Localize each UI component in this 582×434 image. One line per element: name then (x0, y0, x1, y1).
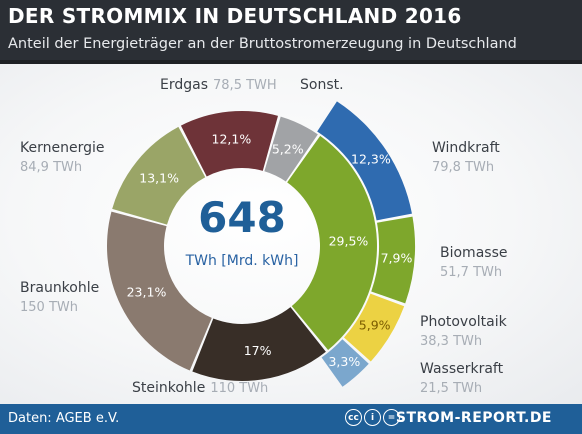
pct-label-photovoltaik: 5,9% (359, 318, 391, 333)
label-value-braunkohle: 150 TWh (20, 300, 78, 315)
pct-label-biomasse: 7,9% (381, 250, 413, 265)
label-photovoltaik: Photovoltaik 38,3 TWh (420, 314, 508, 349)
cc-icon: cc (345, 409, 362, 426)
chart-subtitle: Anteil der Energieträger an der Bruttost… (8, 36, 517, 52)
label-windkraft: Windkraft 79,8 TWh (432, 140, 500, 175)
pct-label-erdgas: 12,1% (212, 132, 252, 147)
pct-label-steinkohle: 17% (244, 343, 272, 358)
label-name-erdgas: Erdgas (160, 77, 208, 93)
header-bar: DER STROMMIX IN DEUTSCHLAND 2016 Anteil … (0, 0, 582, 60)
renewable-slice-photovoltaik (343, 293, 405, 362)
donut-slice-renewables (287, 135, 377, 350)
chart-title: DER STROMMIX IN DEUTSCHLAND 2016 (8, 4, 462, 28)
label-name-kernenergie: Kernenergie (20, 140, 104, 156)
label-name-wasserkraft: Wasserkraft (420, 361, 504, 377)
footer-bar: Daten: AGEB e.V. cc i = STROM-REPORT.DE (0, 404, 582, 434)
label-value-windkraft: 79,8 TWh (432, 160, 494, 175)
strommix-donut-chart: 12,1% 5,2% 29,5% 17% 23,1% 13,1% 12,3% 7,9% 5,9… (20, 77, 508, 396)
center-total-value: 648 (198, 193, 286, 242)
pct-label-braunkohle: 23,1% (127, 285, 167, 300)
pct-label-kernenergie: 13,1% (139, 171, 179, 186)
data-source: Daten: AGEB e.V. (8, 411, 120, 426)
label-name-braunkohle: Braunkohle (20, 280, 99, 296)
license-badges: cc i = (345, 409, 400, 426)
pct-label-renewables: 29,5% (329, 234, 369, 249)
label-name-biomasse: Biomasse (440, 245, 507, 261)
renewable-slice-wasserkraft (321, 339, 369, 387)
donut-slice-kernenergie (112, 126, 206, 225)
label-braunkohle: Braunkohle 150 TWh (20, 280, 99, 315)
brand-link[interactable]: STROM-REPORT.DE (395, 410, 552, 426)
equals-icon: = (383, 409, 400, 426)
label-name-windkraft: Windkraft (432, 140, 500, 156)
label-kernenergie: Kernenergie 84,9 TWh (20, 140, 104, 175)
donut-slice-steinkohle (192, 307, 326, 381)
label-sonst: Sonst. (300, 77, 344, 93)
label-steinkohle: Steinkohle 110 TWh (132, 380, 268, 396)
pct-label-windkraft: 12,3% (351, 151, 391, 166)
label-value-erdgas: 78,5 TWH (213, 78, 277, 93)
label-value-biomasse: 51,7 TWh (440, 265, 502, 280)
donut-slice-sonst (264, 116, 318, 182)
renewable-slice-windkraft (317, 101, 412, 221)
renewable-slice-biomasse (371, 216, 415, 304)
label-name-steinkohle: Steinkohle (132, 380, 205, 396)
label-name-photovoltaik: Photovoltaik (420, 314, 508, 330)
donut-slice-erdgas (180, 111, 278, 177)
chart-panel: 12,1% 5,2% 29,5% 17% 23,1% 13,1% 12,3% 7,9% 5,9… (0, 64, 582, 404)
info-icon: i (364, 409, 381, 426)
pct-label-wasserkraft: 3,3% (328, 354, 360, 369)
label-erdgas: Erdgas 78,5 TWH (160, 77, 277, 93)
label-value-photovoltaik: 38,3 TWh (420, 334, 482, 349)
label-biomasse: Biomasse 51,7 TWh (440, 245, 507, 280)
label-value-kernenergie: 84,9 TWh (20, 160, 82, 175)
center-total-unit: TWh [Mrd. kWh] (185, 253, 299, 269)
label-name-sonst: Sonst. (300, 77, 344, 93)
label-value-steinkohle: 110 TWh (210, 381, 268, 396)
label-value-wasserkraft: 21,5 TWh (420, 381, 482, 396)
donut-slice-braunkohle (106, 211, 212, 371)
label-wasserkraft: Wasserkraft 21,5 TWh (420, 361, 504, 396)
pct-label-sonst: 5,2% (272, 141, 304, 156)
